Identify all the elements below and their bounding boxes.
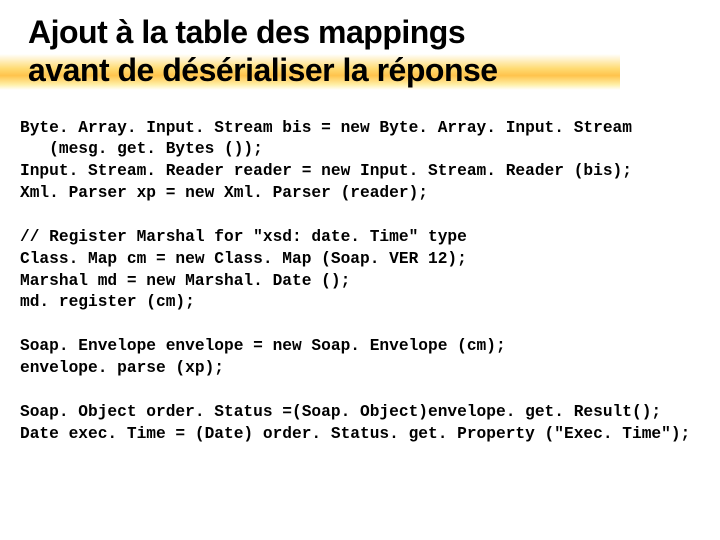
slide-title: Ajout à la table des mappings avant de d… — [28, 14, 692, 90]
code-line: // Register Marshal for "xsd: date. Time… — [20, 228, 467, 246]
code-line: Byte. Array. Input. Stream bis = new Byt… — [20, 119, 632, 137]
title-line-2: avant de désérialiser la réponse — [28, 52, 498, 88]
code-line: Input. Stream. Reader reader = new Input… — [20, 162, 632, 180]
code-line: md. register (cm); — [20, 293, 195, 311]
code-line: Class. Map cm = new Class. Map (Soap. VE… — [20, 250, 467, 268]
code-line: (mesg. get. Bytes ()); — [20, 140, 263, 158]
title-line-1: Ajout à la table des mappings — [28, 14, 465, 50]
code-line: Date exec. Time = (Date) order. Status. … — [20, 425, 690, 443]
code-block: Byte. Array. Input. Stream bis = new Byt… — [0, 90, 720, 446]
code-line: envelope. parse (xp); — [20, 359, 224, 377]
code-line: Marshal md = new Marshal. Date (); — [20, 272, 350, 290]
code-line: Soap. Envelope envelope = new Soap. Enve… — [20, 337, 506, 355]
code-line: Soap. Object order. Status =(Soap. Objec… — [20, 403, 661, 421]
code-line: Xml. Parser xp = new Xml. Parser (reader… — [20, 184, 428, 202]
slide-title-region: Ajout à la table des mappings avant de d… — [0, 0, 720, 90]
